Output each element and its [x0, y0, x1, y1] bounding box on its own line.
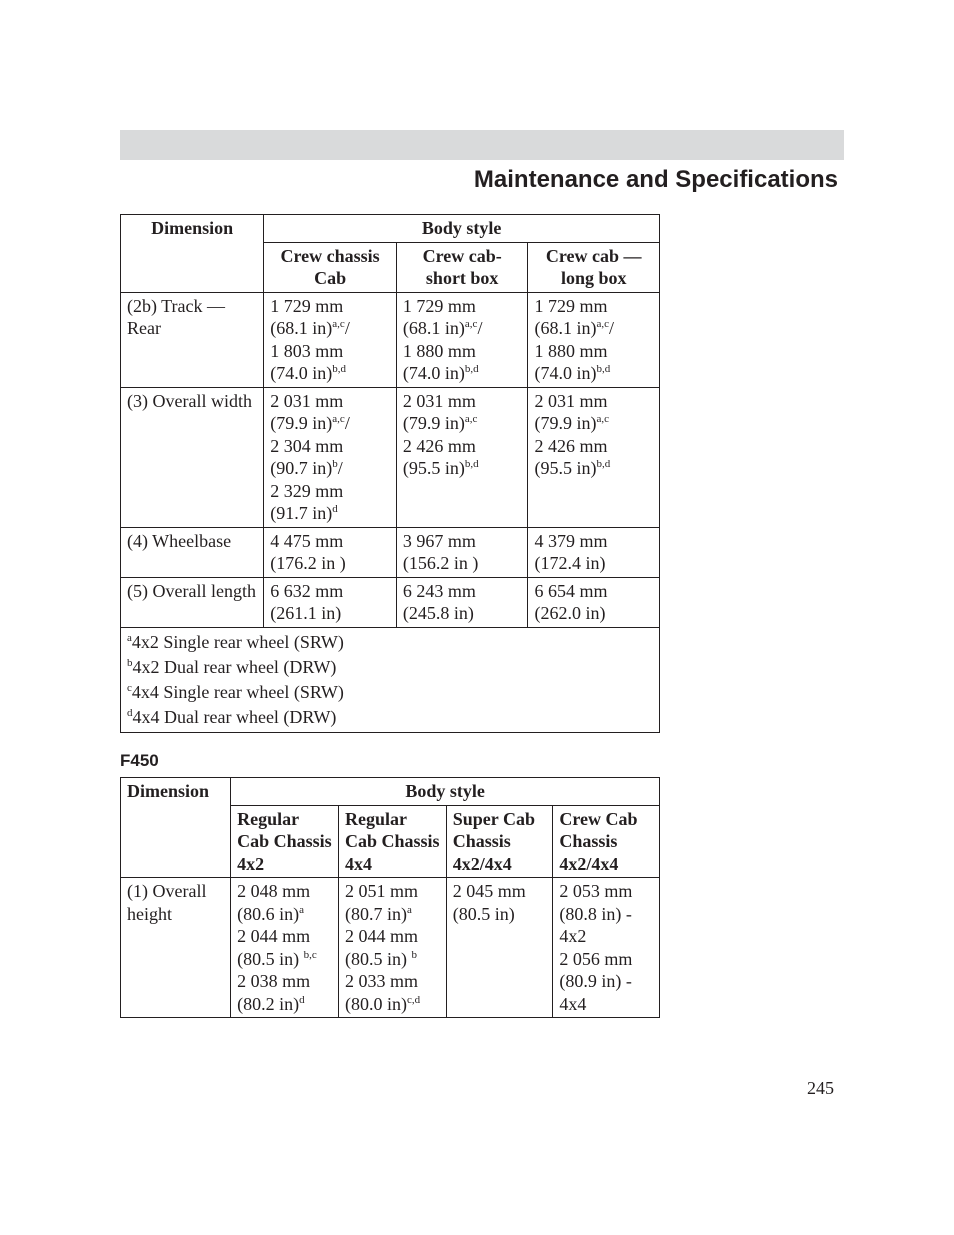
table-cell: 2 031 mm(79.9 in)a,c2 426 mm(95.5 in)b,d: [528, 387, 660, 527]
table-cell: 1 729 mm(68.1 in)a,c/1 880 mm(74.0 in)b,…: [396, 292, 528, 387]
t1-h-body-style: Body style: [264, 215, 660, 243]
t1-h-dim: Dimension: [121, 215, 264, 293]
table-cell: 4 379 mm(172.4 in): [528, 527, 660, 577]
subsection-heading: F450: [120, 751, 844, 771]
table-cell-dim: (4) Wheelbase: [121, 527, 264, 577]
spec-table-2: Dimension Body style Regular Cab Chassis…: [120, 777, 660, 1018]
table-cell: 2 031 mm(79.9 in)a,c/2 304 mm(90.7 in)b/…: [264, 387, 397, 527]
table-cell: 2 045 mm(80.5 in): [446, 878, 553, 1018]
table-cell: 2 051 mm(80.7 in)a2 044 mm(80.5 in) b2 0…: [338, 878, 446, 1018]
table-cell: 6 243 mm(245.8 in): [396, 577, 528, 627]
table-cell: 2 048 mm(80.6 in)a2 044 mm(80.5 in) b,c2…: [231, 878, 339, 1018]
section-title: Maintenance and Specifications: [120, 160, 844, 214]
t1-h-c1: Crew chassis Cab: [264, 242, 397, 292]
t2-h-body-style: Body style: [231, 778, 660, 806]
table-cell: 2 031 mm(79.9 in)a,c2 426 mm(95.5 in)b,d: [396, 387, 528, 527]
t2-h-dim: Dimension: [121, 778, 231, 878]
t1-h-c2: Crew cab-short box: [396, 242, 528, 292]
header-bar: [120, 130, 844, 160]
t1-h-c3: Crew cab — long box: [528, 242, 660, 292]
table-cell-dim: (1) Overall height: [121, 878, 231, 1018]
page-body: Maintenance and Specifications Dimension…: [0, 0, 954, 1159]
table-cell: 4 475 mm(176.2 in ): [264, 527, 397, 577]
t2-h-c3: Super Cab Chassis 4x2/4x4: [446, 805, 553, 878]
t2-h-c1: Regular Cab Chassis 4x2: [231, 805, 339, 878]
table-cell-dim: (5) Overall length: [121, 577, 264, 627]
table-cell-dim: (2b) Track — Rear: [121, 292, 264, 387]
table-cell-dim: (3) Overall width: [121, 387, 264, 527]
table-cell: 3 967 mm(156.2 in ): [396, 527, 528, 577]
t2-h-c2: Regular Cab Chassis 4x4: [338, 805, 446, 878]
table-cell: 6 632 mm(261.1 in): [264, 577, 397, 627]
page-number: 245: [120, 1078, 844, 1099]
spec-table-1: Dimension Body style Crew chassis Cab Cr…: [120, 214, 660, 733]
t1-notes: a4x2 Single rear wheel (SRW)b4x2 Dual re…: [121, 627, 660, 733]
table-cell: 1 729 mm(68.1 in)a,c/1 880 mm(74.0 in)b,…: [528, 292, 660, 387]
table-cell: 1 729 mm(68.1 in)a,c/1 803 mm(74.0 in)b,…: [264, 292, 397, 387]
table-cell: 6 654 mm(262.0 in): [528, 577, 660, 627]
table-cell: 2 053 mm(80.8 in) -4x22 056 mm(80.9 in) …: [553, 878, 660, 1018]
t2-h-c4: Crew Cab Chassis 4x2/4x4: [553, 805, 660, 878]
